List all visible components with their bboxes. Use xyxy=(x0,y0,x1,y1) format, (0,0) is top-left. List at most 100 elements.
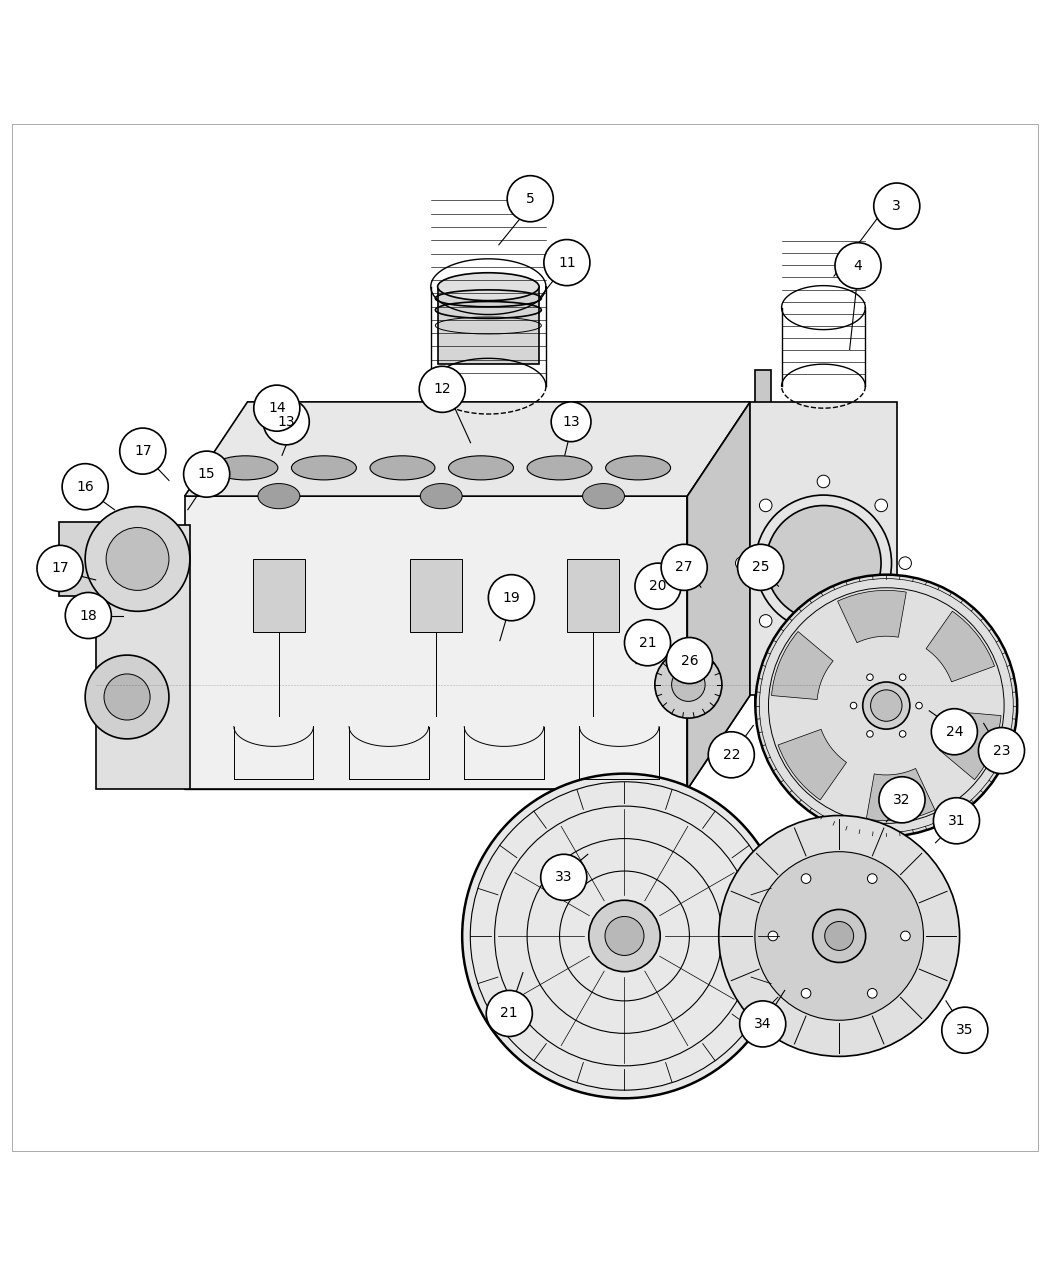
Bar xyxy=(438,287,539,365)
Ellipse shape xyxy=(370,455,435,479)
Ellipse shape xyxy=(213,455,278,479)
Circle shape xyxy=(486,991,532,1037)
Circle shape xyxy=(899,557,911,570)
Circle shape xyxy=(933,798,980,844)
Circle shape xyxy=(719,816,960,1057)
Text: 16: 16 xyxy=(77,479,94,493)
Polygon shape xyxy=(750,402,897,695)
Polygon shape xyxy=(688,402,750,789)
Text: 14: 14 xyxy=(268,402,286,416)
Text: 12: 12 xyxy=(434,382,452,397)
Text: 13: 13 xyxy=(277,414,295,428)
Text: 35: 35 xyxy=(957,1024,973,1037)
Circle shape xyxy=(863,682,910,729)
Circle shape xyxy=(655,652,722,718)
Wedge shape xyxy=(926,611,994,682)
Circle shape xyxy=(850,703,857,709)
Circle shape xyxy=(85,655,169,740)
Text: 3: 3 xyxy=(892,199,901,213)
Circle shape xyxy=(541,854,587,900)
Circle shape xyxy=(120,428,166,474)
Circle shape xyxy=(769,931,778,941)
Circle shape xyxy=(866,674,874,681)
Circle shape xyxy=(264,399,310,445)
Text: 32: 32 xyxy=(894,793,910,807)
Wedge shape xyxy=(940,711,1001,779)
Circle shape xyxy=(867,873,877,884)
Polygon shape xyxy=(185,402,750,496)
Circle shape xyxy=(870,690,902,722)
Text: 5: 5 xyxy=(526,191,534,205)
Ellipse shape xyxy=(292,455,356,479)
Text: 18: 18 xyxy=(80,608,98,622)
Circle shape xyxy=(605,917,644,955)
Text: 31: 31 xyxy=(948,813,965,827)
Ellipse shape xyxy=(438,273,539,301)
Text: 24: 24 xyxy=(946,724,963,738)
Ellipse shape xyxy=(527,455,592,479)
Circle shape xyxy=(824,922,854,950)
Circle shape xyxy=(462,774,786,1098)
Circle shape xyxy=(635,564,681,609)
Ellipse shape xyxy=(258,483,300,509)
Circle shape xyxy=(65,593,111,639)
Circle shape xyxy=(931,709,978,755)
Circle shape xyxy=(62,464,108,510)
Circle shape xyxy=(942,1007,988,1053)
Circle shape xyxy=(759,499,772,511)
Circle shape xyxy=(625,620,671,666)
Circle shape xyxy=(916,703,922,709)
Text: 34: 34 xyxy=(754,1017,772,1031)
Text: 13: 13 xyxy=(562,414,580,428)
Text: 27: 27 xyxy=(675,560,693,574)
Circle shape xyxy=(106,528,169,590)
Polygon shape xyxy=(185,496,688,789)
Circle shape xyxy=(254,385,300,431)
Text: 20: 20 xyxy=(649,579,667,593)
Circle shape xyxy=(866,731,874,737)
Circle shape xyxy=(419,366,465,412)
Circle shape xyxy=(488,575,534,621)
Bar xyxy=(96,525,190,789)
Text: 33: 33 xyxy=(555,871,572,885)
Circle shape xyxy=(813,909,865,963)
Circle shape xyxy=(765,506,881,621)
Text: 25: 25 xyxy=(752,560,770,574)
Circle shape xyxy=(835,242,881,288)
Circle shape xyxy=(875,615,887,627)
Polygon shape xyxy=(185,695,750,789)
Circle shape xyxy=(37,546,83,592)
Circle shape xyxy=(739,1001,785,1047)
Wedge shape xyxy=(866,769,934,821)
Text: 21: 21 xyxy=(638,636,656,650)
Text: 15: 15 xyxy=(197,467,215,481)
Circle shape xyxy=(874,184,920,230)
Circle shape xyxy=(551,402,591,441)
Circle shape xyxy=(735,557,748,570)
Circle shape xyxy=(85,506,190,611)
Circle shape xyxy=(507,176,553,222)
Circle shape xyxy=(875,499,887,511)
Wedge shape xyxy=(778,729,846,799)
Circle shape xyxy=(901,931,910,941)
Circle shape xyxy=(755,575,1017,836)
Wedge shape xyxy=(772,631,833,700)
Circle shape xyxy=(589,900,660,972)
Bar xyxy=(410,558,462,632)
Circle shape xyxy=(184,451,230,497)
Ellipse shape xyxy=(448,455,513,479)
Bar xyxy=(59,523,153,595)
Wedge shape xyxy=(838,590,906,643)
Circle shape xyxy=(709,732,754,778)
Circle shape xyxy=(817,476,830,488)
Text: 26: 26 xyxy=(680,654,698,668)
Circle shape xyxy=(662,544,708,590)
Circle shape xyxy=(979,728,1025,774)
Circle shape xyxy=(867,988,877,998)
Circle shape xyxy=(801,873,811,884)
Circle shape xyxy=(667,638,713,683)
Ellipse shape xyxy=(583,483,625,509)
Circle shape xyxy=(104,674,150,720)
Text: 11: 11 xyxy=(558,255,575,269)
Bar xyxy=(755,371,771,705)
